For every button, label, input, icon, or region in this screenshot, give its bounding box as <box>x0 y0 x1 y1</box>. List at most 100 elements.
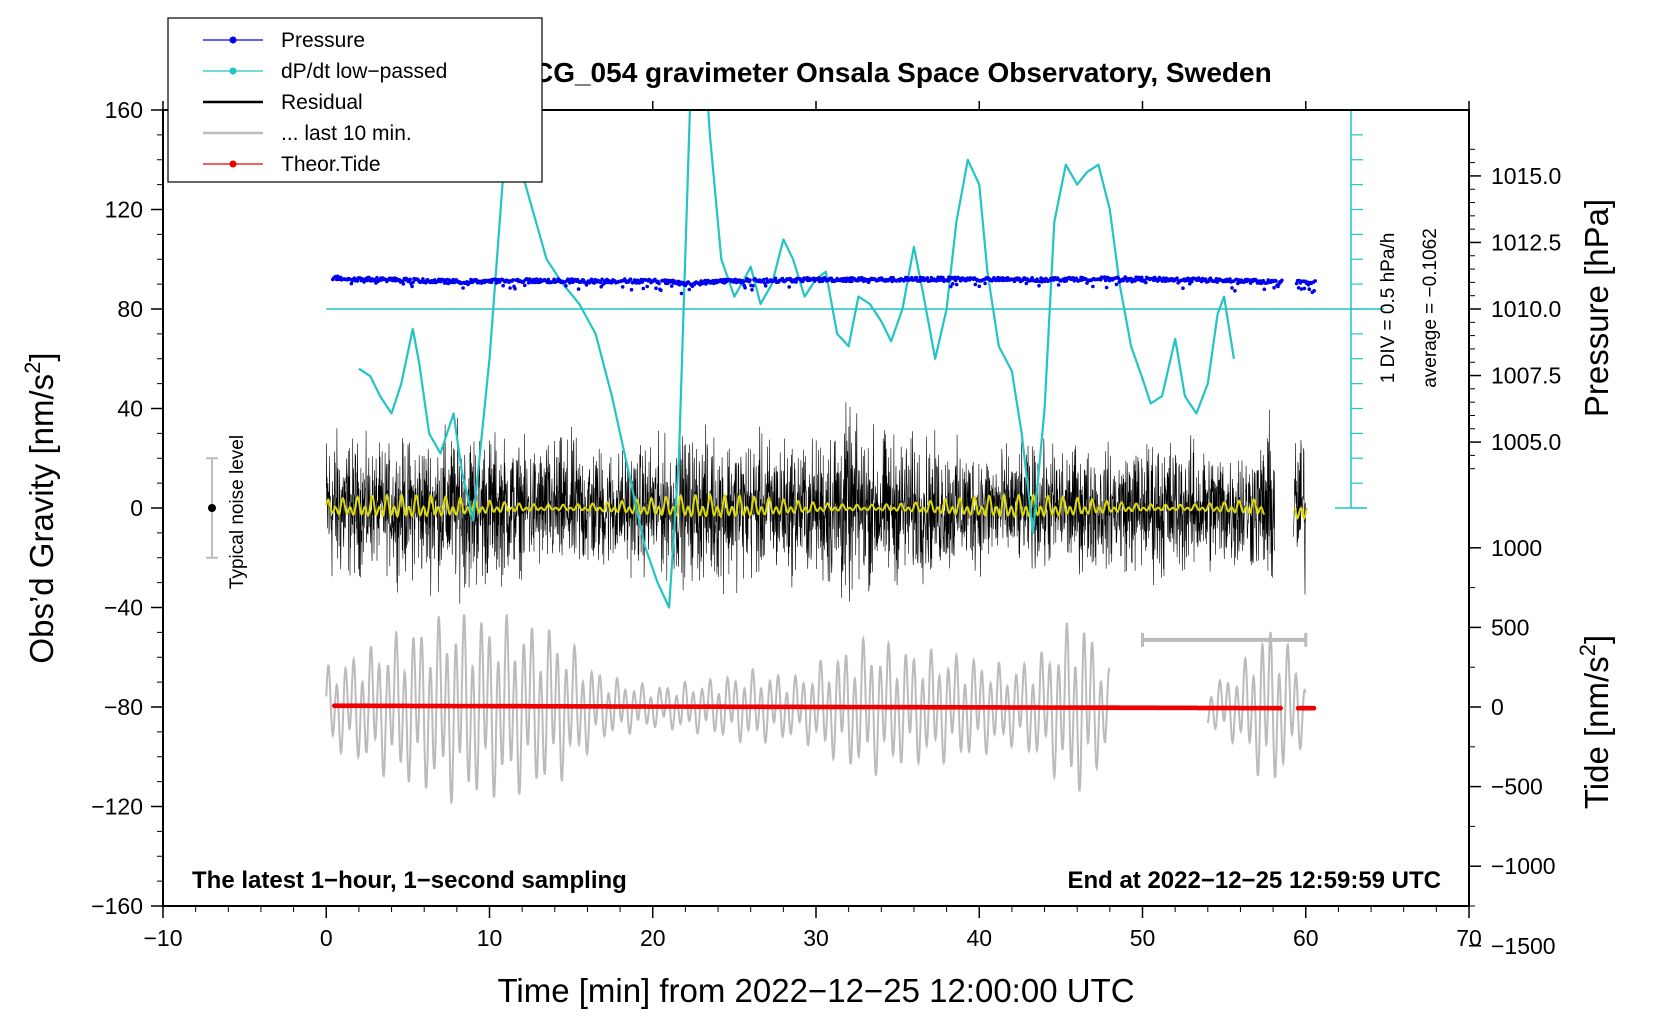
pressure-point <box>546 277 551 282</box>
pressure-point <box>983 281 987 286</box>
tide-point <box>1311 705 1317 711</box>
pressure-point <box>598 280 602 285</box>
pressure-point <box>954 282 959 287</box>
pressure-point <box>1056 283 1061 287</box>
pressure-point <box>1091 284 1095 289</box>
lower-trace-line <box>325 614 1111 805</box>
y-axis-title-sup: 2 <box>20 362 45 374</box>
pressure-tick-label: 1005.0 <box>1491 429 1561 455</box>
pressure-point <box>764 277 769 281</box>
noise-level-marker <box>205 457 218 559</box>
y-tick-label: −120 <box>91 794 143 820</box>
pressure-point <box>1230 286 1234 290</box>
pressure-point <box>1037 283 1041 288</box>
pressure-point <box>584 283 589 287</box>
pressure-point <box>1133 279 1137 283</box>
tide-tick-label: 1000 <box>1491 535 1542 561</box>
residual-series <box>326 402 1306 604</box>
pressure-point <box>494 281 499 285</box>
pressure-axis-title: Pressure [hPa] <box>1578 199 1615 417</box>
y-tick-label: 40 <box>117 396 143 422</box>
x-tick-label: 60 <box>1293 925 1319 951</box>
chart-title: SCG_054 gravimeter Onsala Space Observat… <box>514 57 1271 88</box>
tide-tick-label: −1500 <box>1491 933 1556 959</box>
tide-axis-title: Tide [nm/s2] <box>1575 635 1615 809</box>
pressure-point <box>820 279 825 284</box>
y-axis-title: Obs’d Gravity [nm/s2] <box>20 352 60 663</box>
legend-label: Residual <box>281 91 363 114</box>
pressure-point <box>763 284 768 288</box>
pressure-point <box>973 282 978 287</box>
pressure-point <box>748 278 752 282</box>
pressure-tick-label: 1015.0 <box>1491 163 1561 189</box>
sampling-note: The latest 1−hour, 1−second sampling <box>192 867 627 894</box>
legend-label: ... last 10 min. <box>281 122 412 145</box>
pressure-point <box>523 283 527 288</box>
pressure-point <box>949 284 953 289</box>
end-time-note: End at 2022−12−25 12:59:59 UTC <box>1067 867 1441 894</box>
pressure-point <box>1104 285 1109 290</box>
x-tick-label: 70 <box>1456 925 1482 951</box>
tide-tick-label: 0 <box>1491 694 1504 720</box>
pressure-point <box>564 284 568 288</box>
pressure-point <box>750 288 754 292</box>
pressure-point <box>1312 289 1316 293</box>
pressure-point <box>679 291 684 296</box>
pressure-point <box>469 277 473 282</box>
pressure-point <box>1114 282 1119 287</box>
x-tick-label: 20 <box>640 925 666 951</box>
lower-trace-line <box>1206 631 1307 779</box>
pressure-point <box>653 277 657 282</box>
tide-axis-title-main: Tide [nm/s <box>1578 656 1615 809</box>
pressure-point <box>1280 278 1284 283</box>
pressure-point <box>365 278 369 283</box>
pressure-point <box>645 284 649 289</box>
pressure-point <box>501 283 506 288</box>
dpdt-series <box>326 110 1384 609</box>
pressure-point <box>620 285 625 289</box>
legend-swatch-marker <box>229 160 237 168</box>
pressure-point <box>1181 286 1185 291</box>
pressure-point <box>511 278 515 282</box>
pressure-point <box>603 281 607 285</box>
tide-tick-label: −1000 <box>1491 853 1556 879</box>
pressure-point <box>401 282 406 286</box>
dpdt-line <box>358 110 1235 609</box>
pressure-point <box>751 284 755 288</box>
x-tick-label: 30 <box>803 925 829 951</box>
pressure-point <box>349 281 354 286</box>
y-tick-label: 80 <box>117 296 143 322</box>
filtered-residual-line <box>325 492 1265 519</box>
x-tick-label: 0 <box>320 925 333 951</box>
pressure-point <box>953 275 957 280</box>
pressure-point <box>355 279 360 283</box>
y-tick-label: −40 <box>104 595 143 621</box>
tide-axis-title-sup: 2 <box>1575 644 1600 656</box>
pressure-point <box>1313 279 1317 283</box>
legend-label: dP/dt low−passed <box>281 60 447 83</box>
pressure-rate-scale <box>1335 109 1367 509</box>
x-tick-label: 10 <box>477 925 503 951</box>
pressure-point <box>408 277 413 282</box>
pressure-tick-label: 1010.0 <box>1491 296 1561 322</box>
pressure-point <box>977 284 982 289</box>
pressure-point <box>1233 289 1237 293</box>
pressure-point <box>1103 278 1108 283</box>
x-tick-label: −10 <box>143 925 182 951</box>
pressure-point <box>1235 277 1239 282</box>
y-axis-title-close: ] <box>23 352 60 361</box>
pressure-point <box>743 285 747 290</box>
legend-box <box>167 17 543 183</box>
pressure-point <box>1175 276 1179 281</box>
last-10-min-bar <box>1141 632 1308 647</box>
pressure-point <box>335 274 340 279</box>
tide-axis-title-close: ] <box>1578 635 1615 644</box>
pressure-point <box>461 286 465 290</box>
pressure-point <box>375 275 379 280</box>
pressure-point <box>914 276 919 280</box>
pressure-point <box>794 280 798 284</box>
pressure-point <box>953 278 958 283</box>
tide-point <box>1278 705 1283 711</box>
pressure-tick-label: 1007.5 <box>1491 363 1561 389</box>
pressure-point <box>654 286 658 291</box>
